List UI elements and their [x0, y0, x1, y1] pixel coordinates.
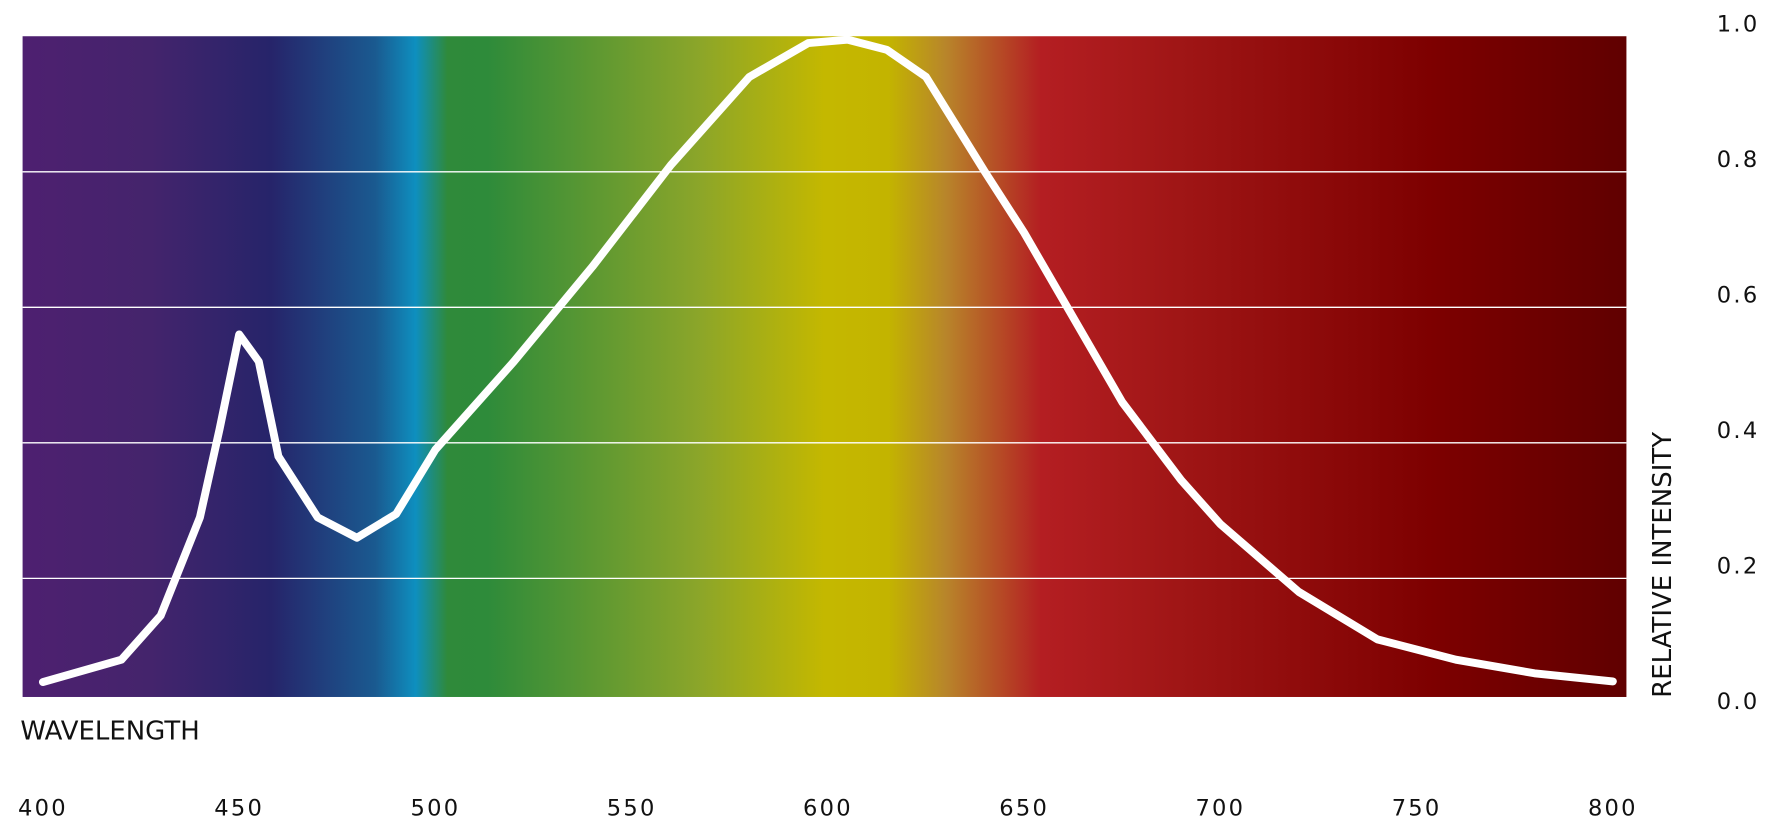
y-tick-label: 0.6	[1717, 283, 1760, 309]
x-tick-label: 800	[1588, 795, 1638, 821]
x-tick-label: 500	[410, 795, 460, 821]
spectrum-line	[38, 35, 1617, 687]
spectrum-background	[22, 36, 1627, 697]
x-axis-title: WAVELENGTH	[20, 716, 199, 746]
x-tick-label: 600	[803, 795, 853, 821]
x-tick-label: 450	[214, 795, 264, 821]
x-tick-label: 650	[999, 795, 1049, 821]
x-tick-label: 400	[18, 795, 68, 821]
x-tick-label: 550	[607, 795, 657, 821]
y-tick-label: 0.0	[1717, 689, 1760, 715]
y-tick-label: 1.0	[1717, 11, 1760, 37]
y-tick-label: 0.4	[1717, 418, 1760, 444]
y-tick-label: 0.8	[1717, 147, 1760, 173]
y-axis-title: RELATIVE INTENSITY	[1648, 432, 1678, 698]
x-tick-label: 700	[1195, 795, 1245, 821]
x-tick-label: 750	[1392, 795, 1442, 821]
y-tick-label: 0.2	[1717, 554, 1760, 580]
